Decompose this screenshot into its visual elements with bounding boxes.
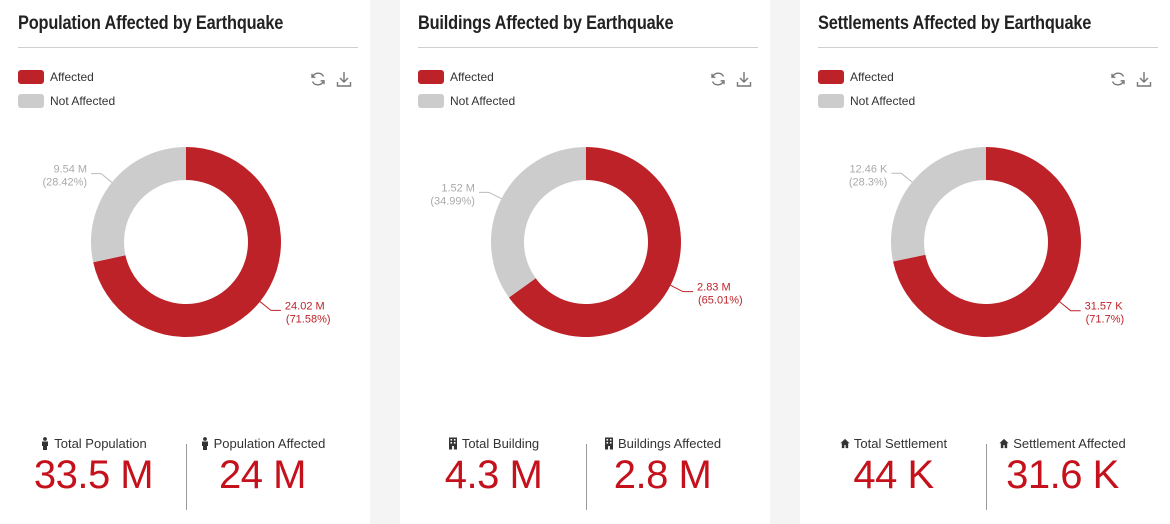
legend-label-not-affected: Not Affected: [50, 94, 116, 108]
panel-title: Population Affected by Earthquake: [18, 13, 284, 34]
legend-swatch-affected: [818, 70, 844, 84]
stat-total-label: Total Building: [461, 436, 540, 451]
legend-label-affected: Affected: [450, 70, 494, 84]
donut-chart: 2.83 M(65.01%) 1.52 M(34.99%): [430, 147, 743, 338]
data-label-connector: [891, 172, 913, 183]
data-label-percent: (71.58%): [286, 313, 331, 325]
donut-slice-not-affected[interactable]: [891, 147, 986, 262]
stat-affected: Buildings Affected 2.8 M: [585, 436, 740, 498]
legend-swatch-affected: [418, 70, 444, 84]
title-divider: [818, 47, 1158, 48]
legend-item-not-affected[interactable]: Not Affected: [418, 94, 515, 108]
stat-divider: [586, 444, 587, 510]
data-label-connector: [1059, 301, 1081, 312]
data-label-connector: [670, 284, 694, 293]
legend-item-not-affected[interactable]: Not Affected: [18, 94, 115, 108]
data-label-value: 24.02 M: [285, 300, 325, 312]
data-label-connector: [478, 191, 502, 200]
download-icon[interactable]: [735, 70, 753, 88]
data-label-value: 31.57 K: [1085, 301, 1124, 313]
donut-slice-not-affected[interactable]: [491, 147, 586, 298]
title-divider: [18, 47, 358, 48]
stat-divider: [186, 444, 187, 510]
settlements-panel: Settlements Affected by Earthquake Affec…: [800, 0, 1170, 524]
stat-affected-value: 31.6 K: [1006, 453, 1119, 497]
data-label-value: 1.52 M: [441, 182, 475, 194]
data-label-percent: (34.99%): [430, 195, 475, 207]
stat-total-value: 33.5 M: [33, 453, 154, 497]
data-label-value: 9.54 M: [53, 164, 87, 176]
legend-label-affected: Affected: [50, 70, 94, 84]
stat-total-value: 4.3 M: [444, 453, 543, 497]
refresh-icon[interactable]: [1109, 70, 1127, 88]
stat-total-value: 44 K: [853, 453, 934, 497]
legend-swatch-not-affected: [18, 94, 44, 108]
stat-total-label-row: Total Population: [6, 436, 181, 451]
legend-swatch-not-affected: [418, 94, 444, 108]
stat-total: Total Population 33.5 M: [6, 436, 181, 498]
stat-affected-label-row: Settlement Affected: [985, 436, 1140, 451]
data-label-value: 2.83 M: [697, 282, 731, 294]
legend-swatch-not-affected: [818, 94, 844, 108]
person-icon: [200, 437, 210, 450]
stat-total: Total Building 4.3 M: [406, 436, 581, 498]
donut-slice-affected[interactable]: [93, 147, 282, 337]
legend-label-affected: Affected: [850, 70, 894, 84]
stat-total-label: Total Population: [54, 436, 147, 451]
donut-chart: 24.02 M(71.58%) 9.54 M(28.42%): [42, 147, 331, 337]
stat-total-label-row: Total Building: [406, 436, 581, 451]
download-icon[interactable]: [1135, 70, 1153, 88]
data-label-percent: (65.01%): [698, 295, 743, 307]
download-icon[interactable]: [335, 70, 353, 88]
stat-total-label-row: Total Settlement: [806, 436, 981, 451]
stat-affected: Settlement Affected 31.6 K: [985, 436, 1140, 498]
refresh-icon[interactable]: [709, 70, 727, 88]
refresh-icon[interactable]: [309, 70, 327, 88]
legend-item-affected[interactable]: Affected: [18, 70, 94, 84]
population-panel: Population Affected by Earthquake Affect…: [0, 0, 370, 524]
legend-item-affected[interactable]: Affected: [818, 70, 894, 84]
home-icon: [840, 437, 850, 450]
stat-total: Total Settlement 44 K: [806, 436, 981, 498]
stat-affected-label-row: Population Affected: [185, 436, 340, 451]
legend-item-affected[interactable]: Affected: [418, 70, 494, 84]
stat-affected-value: 2.8 M: [613, 453, 712, 497]
stat-affected-label-row: Buildings Affected: [585, 436, 740, 451]
stat-affected-label: Population Affected: [213, 436, 326, 451]
panel-title: Buildings Affected by Earthquake: [418, 13, 674, 34]
building-icon: [604, 437, 614, 450]
stat-divider: [986, 444, 987, 510]
building-icon: [448, 437, 458, 450]
donut-slice-affected[interactable]: [893, 147, 1081, 337]
data-label-percent: (71.7%): [1086, 314, 1125, 326]
home-icon: [999, 437, 1009, 450]
data-label-percent: (28.42%): [42, 177, 87, 189]
data-label-percent: (28.3%): [849, 176, 888, 188]
data-label-connector: [259, 301, 281, 311]
legend-item-not-affected[interactable]: Not Affected: [818, 94, 915, 108]
legend-swatch-affected: [18, 70, 44, 84]
donut-slice-affected[interactable]: [508, 147, 681, 338]
stat-affected-label: Settlement Affected: [1013, 436, 1126, 451]
stat-total-label: Total Settlement: [853, 436, 948, 451]
stat-affected-label: Buildings Affected: [617, 436, 722, 451]
panel-title: Settlements Affected by Earthquake: [818, 13, 1092, 34]
stat-affected-value: 24 M: [219, 453, 306, 497]
person-icon: [40, 437, 50, 450]
legend-label-not-affected: Not Affected: [450, 94, 516, 108]
legend-label-not-affected: Not Affected: [850, 94, 916, 108]
buildings-panel: Buildings Affected by Earthquake Affecte…: [400, 0, 770, 524]
donut-slice-not-affected[interactable]: [91, 147, 186, 263]
donut-chart: 31.57 K(71.7%) 12.46 K(28.3%): [849, 147, 1125, 337]
data-label-connector: [91, 173, 113, 183]
data-label-value: 12.46 K: [849, 163, 888, 175]
title-divider: [418, 47, 758, 48]
stat-affected: Population Affected 24 M: [185, 436, 340, 498]
